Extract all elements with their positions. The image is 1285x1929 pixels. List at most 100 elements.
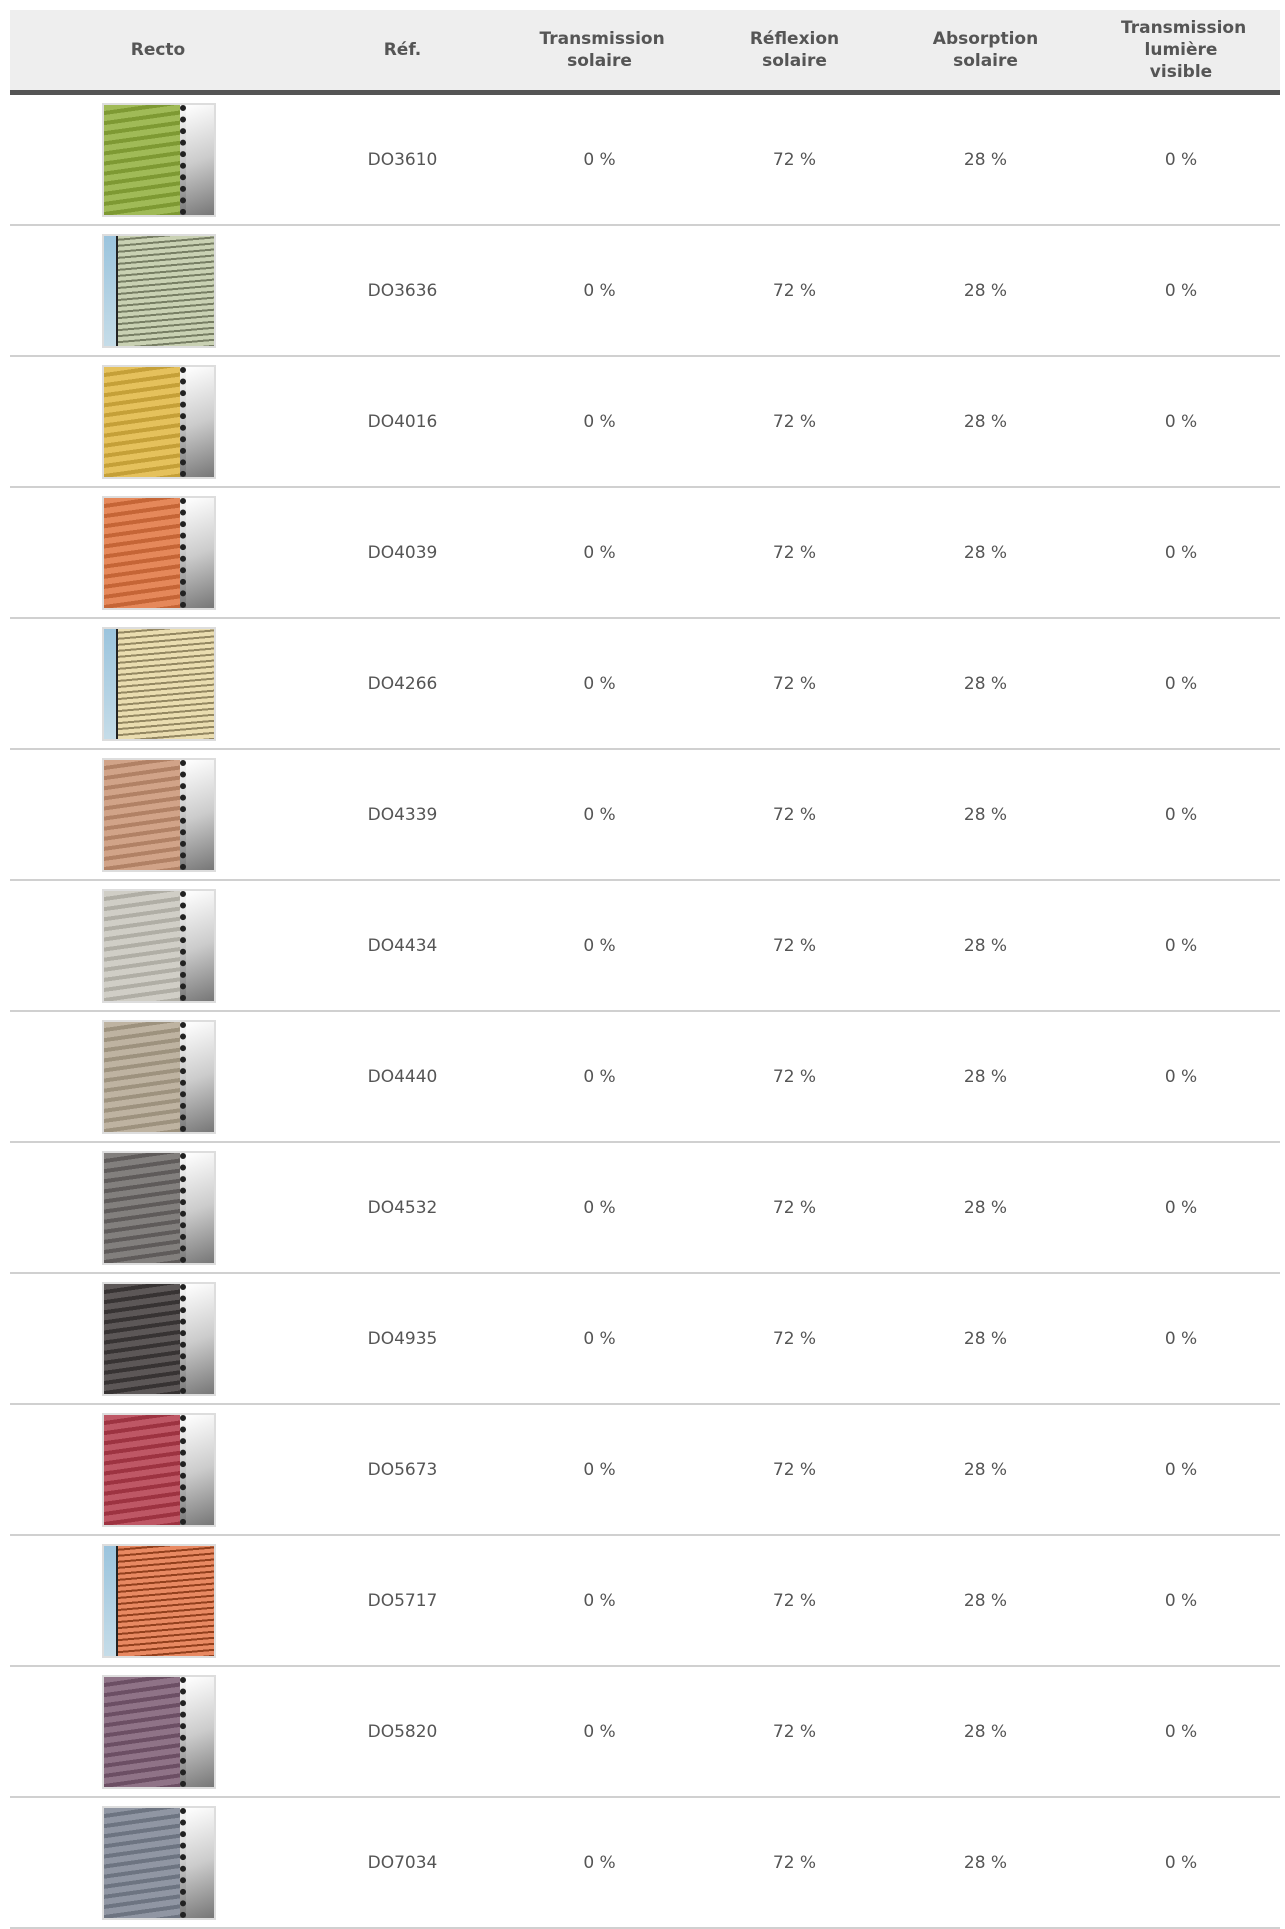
value-cell: 28 % [889, 618, 1082, 750]
reference-cell: DO3636 [306, 225, 499, 357]
table-row: DO4434 0 % 72 % 28 % 0 % [10, 880, 1280, 1012]
table-row: DO5717 0 % 72 % 28 % 0 % [10, 1535, 1280, 1667]
table-row: DO5673 0 % 72 % 28 % 0 % [10, 1404, 1280, 1536]
swatch-image [102, 364, 216, 479]
swatch-image [102, 495, 216, 610]
value-cell: 0 % [1082, 487, 1280, 619]
swatch-cell [10, 356, 306, 488]
value-cell: 28 % [889, 225, 1082, 357]
value-cell: 0 % [1082, 1535, 1280, 1667]
reference-cell: DO4434 [306, 880, 499, 1012]
value-cell: 0 % [499, 618, 700, 750]
value-cell: 0 % [499, 356, 700, 488]
reference-cell: DO4266 [306, 618, 499, 750]
swatch-cell [10, 1797, 306, 1929]
value-cell: 28 % [889, 1404, 1082, 1536]
table-header: Recto Réf. Transmission solaire Réflexion s… [10, 10, 1280, 95]
table-row: DO3610 0 % 72 % 28 % 0 % [10, 92, 1280, 226]
table-row: DO3636 0 % 72 % 28 % 0 % [10, 225, 1280, 357]
value-cell: 28 % [889, 1535, 1082, 1667]
table-row: DO4440 0 % 72 % 28 % 0 % [10, 1011, 1280, 1143]
swatch-image [102, 1543, 216, 1658]
value-cell: 28 % [889, 1666, 1082, 1798]
column-header: Réflexion solaire [700, 10, 889, 95]
value-cell: 0 % [499, 1142, 700, 1274]
reference-cell: DO4039 [306, 487, 499, 619]
value-cell: 0 % [1082, 1797, 1280, 1929]
swatch-image [102, 1412, 216, 1527]
table-row: DO4266 0 % 72 % 28 % 0 % [10, 618, 1280, 750]
header-text: Absorption solaire [932, 29, 1039, 71]
column-header: Réf. [306, 10, 499, 95]
swatch-cell [10, 618, 306, 750]
header-text: Transmission solaire [539, 29, 665, 71]
value-cell: 28 % [889, 1011, 1082, 1143]
swatch-image [102, 757, 216, 872]
table-row: DO5820 0 % 72 % 28 % 0 % [10, 1666, 1280, 1798]
value-cell: 0 % [1082, 225, 1280, 357]
value-cell: 72 % [700, 92, 889, 226]
value-cell: 72 % [700, 1535, 889, 1667]
column-header: Transmission lumière visible [1082, 10, 1280, 95]
swatch-image [102, 233, 216, 348]
swatch-image [102, 626, 216, 741]
reference-cell: DO4440 [306, 1011, 499, 1143]
swatch-image [102, 1281, 216, 1396]
value-cell: 72 % [700, 1666, 889, 1798]
swatch-cell [10, 1404, 306, 1536]
swatch-cell [10, 487, 306, 619]
product-table: Recto Réf. Transmission solaire Réflexion s… [10, 10, 1280, 1929]
value-cell: 0 % [499, 749, 700, 881]
table-row: DO7034 0 % 72 % 28 % 0 % [10, 1797, 1280, 1929]
value-cell: 0 % [499, 225, 700, 357]
value-cell: 0 % [1082, 1666, 1280, 1798]
swatch-cell [10, 749, 306, 881]
table-row: DO4532 0 % 72 % 28 % 0 % [10, 1142, 1280, 1274]
header-text: Transmission lumière visible [1121, 18, 1247, 82]
header-row: Recto Réf. Transmission solaire Réflexion s… [10, 10, 1280, 95]
swatch-cell [10, 880, 306, 1012]
swatch-cell [10, 1273, 306, 1405]
value-cell: 28 % [889, 1142, 1082, 1274]
value-cell: 72 % [700, 487, 889, 619]
value-cell: 28 % [889, 880, 1082, 1012]
value-cell: 0 % [499, 487, 700, 619]
swatch-image [102, 102, 216, 217]
reference-cell: DO5673 [306, 1404, 499, 1536]
value-cell: 0 % [1082, 1011, 1280, 1143]
value-cell: 72 % [700, 1142, 889, 1274]
value-cell: 0 % [499, 1273, 700, 1405]
value-cell: 72 % [700, 749, 889, 881]
column-header: Transmission solaire [499, 10, 700, 95]
reference-cell: DO5820 [306, 1666, 499, 1798]
value-cell: 28 % [889, 487, 1082, 619]
value-cell: 28 % [889, 356, 1082, 488]
table-body: DO3610 0 % 72 % 28 % 0 % DO3636 0 % 72 % 28 % 0 %… [10, 92, 1280, 1929]
swatch-cell [10, 1142, 306, 1274]
swatch-cell [10, 1666, 306, 1798]
column-header: Absorption solaire [889, 10, 1082, 95]
value-cell: 28 % [889, 749, 1082, 881]
swatch-image [102, 1150, 216, 1265]
table-row: DO4039 0 % 72 % 28 % 0 % [10, 487, 1280, 619]
swatch-cell [10, 1011, 306, 1143]
header-text: Réf. [383, 40, 422, 60]
swatch-image [102, 1805, 216, 1920]
table-row: DO4339 0 % 72 % 28 % 0 % [10, 749, 1280, 881]
value-cell: 28 % [889, 1797, 1082, 1929]
reference-cell: DO7034 [306, 1797, 499, 1929]
value-cell: 0 % [1082, 356, 1280, 488]
swatch-image [102, 888, 216, 1003]
column-header: Recto [10, 10, 306, 95]
value-cell: 0 % [499, 92, 700, 226]
value-cell: 72 % [700, 1404, 889, 1536]
table-row: DO4016 0 % 72 % 28 % 0 % [10, 356, 1280, 488]
reference-cell: DO4935 [306, 1273, 499, 1405]
header-text: Recto [130, 40, 186, 60]
value-cell: 0 % [1082, 1142, 1280, 1274]
value-cell: 28 % [889, 92, 1082, 226]
swatch-image [102, 1674, 216, 1789]
value-cell: 0 % [1082, 749, 1280, 881]
value-cell: 0 % [499, 880, 700, 1012]
